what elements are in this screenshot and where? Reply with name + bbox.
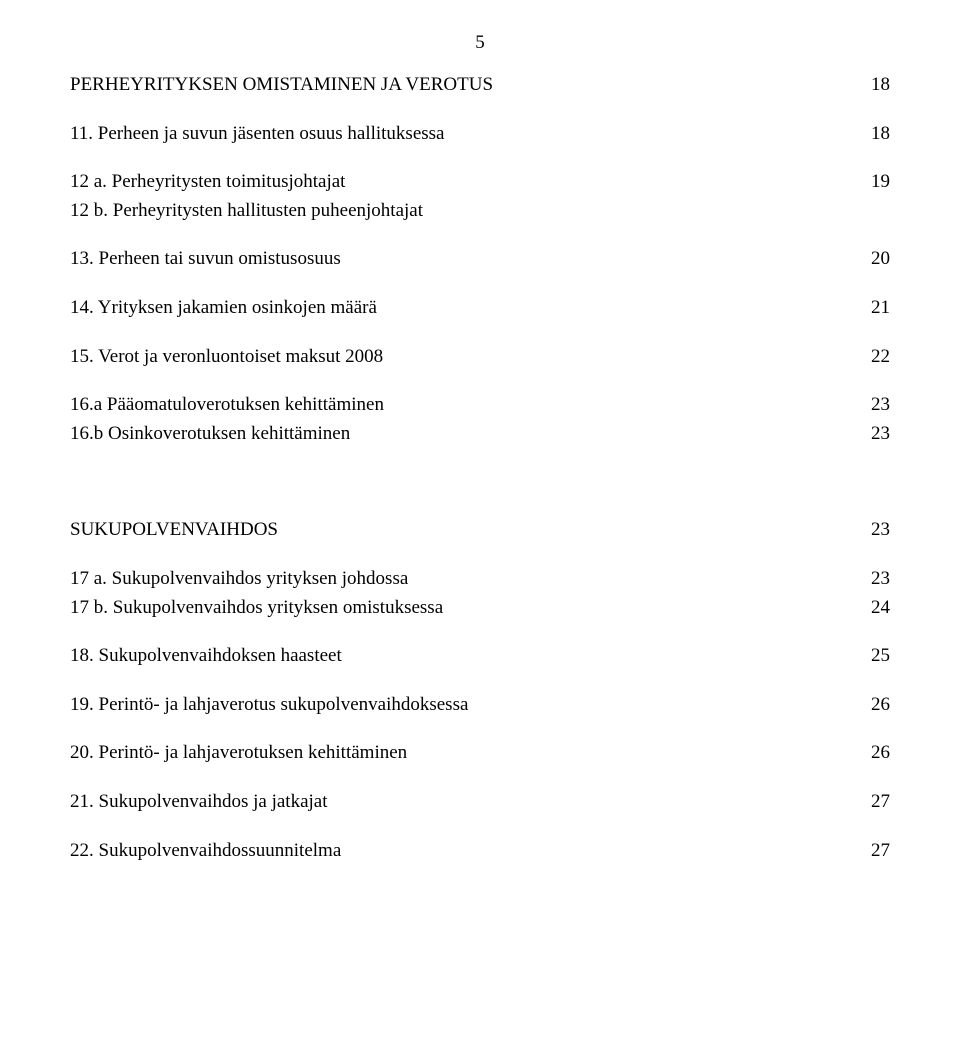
toc-entry: 17 a. Sukupolvenvaihdos yrityksen johdos…	[70, 566, 890, 593]
toc-entry: 16.a Pääomatuloverotuksen kehittäminen23	[70, 392, 890, 419]
toc-entry: 20. Perintö- ja lahjaverotuksen kehittäm…	[70, 740, 890, 767]
toc-entry: 21. Sukupolvenvaihdos ja jatkajat27	[70, 789, 890, 816]
spacing	[70, 147, 890, 169]
toc-entry: 19. Perintö- ja lahjaverotus sukupolvenv…	[70, 692, 890, 719]
toc-page-number: 26	[850, 692, 890, 719]
spacing	[70, 621, 890, 643]
toc-label: 21. Sukupolvenvaihdos ja jatkajat	[70, 789, 850, 816]
spacing	[70, 670, 890, 692]
toc-entry: 15. Verot ja veronluontoiset maksut 2008…	[70, 344, 890, 371]
toc-page-number: 23	[850, 517, 890, 544]
toc-label: 16.b Osinkoverotuksen kehittäminen	[70, 421, 850, 448]
toc-entry: 17 b. Sukupolvenvaihdos yrityksen omistu…	[70, 595, 890, 622]
toc-page-number: 23	[850, 421, 890, 448]
toc-label: 11. Perheen ja suvun jäsenten osuus hall…	[70, 121, 850, 148]
spacing	[70, 816, 890, 838]
toc-entry: 18. Sukupolvenvaihdoksen haasteet25	[70, 643, 890, 670]
toc-entry: 13. Perheen tai suvun omistusosuus20	[70, 246, 890, 273]
spacing	[70, 322, 890, 344]
spacing	[70, 273, 890, 295]
toc-label: 19. Perintö- ja lahjaverotus sukupolvenv…	[70, 692, 850, 719]
toc-page-number: 18	[850, 121, 890, 148]
toc-label: SUKUPOLVENVAIHDOS	[70, 517, 850, 544]
toc-label: 18. Sukupolvenvaihdoksen haasteet	[70, 643, 850, 670]
toc-page-number: 27	[850, 789, 890, 816]
toc-page-number: 22	[850, 344, 890, 371]
toc-entry: 11. Perheen ja suvun jäsenten osuus hall…	[70, 121, 890, 148]
toc-section-heading: SUKUPOLVENVAIHDOS23	[70, 517, 890, 544]
toc-page-number: 26	[850, 740, 890, 767]
toc-label: 22. Sukupolvenvaihdossuunnitelma	[70, 838, 850, 865]
spacing	[70, 544, 890, 566]
page-number: 5	[70, 32, 890, 54]
toc-page-number: 18	[850, 72, 890, 99]
toc-label: 13. Perheen tai suvun omistusosuus	[70, 246, 850, 273]
toc-label: 15. Verot ja veronluontoiset maksut 2008	[70, 344, 850, 371]
toc-page-number: 24	[850, 595, 890, 622]
toc-page-number: 20	[850, 246, 890, 273]
toc-page-number: 25	[850, 643, 890, 670]
toc-label: 20. Perintö- ja lahjaverotuksen kehittäm…	[70, 740, 850, 767]
spacing	[70, 99, 890, 121]
table-of-contents: PERHEYRITYKSEN OMISTAMINEN JA VEROTUS181…	[70, 72, 890, 864]
spacing	[70, 718, 890, 740]
toc-label: 17 a. Sukupolvenvaihdos yrityksen johdos…	[70, 566, 850, 593]
toc-label: 12 a. Perheyritysten toimitusjohtajat	[70, 169, 850, 196]
toc-label: 12 b. Perheyritysten hallitusten puheenj…	[70, 198, 850, 225]
toc-page-number: 23	[850, 392, 890, 419]
spacing	[70, 767, 890, 789]
toc-page-number: 23	[850, 566, 890, 593]
toc-page-number: 21	[850, 295, 890, 322]
toc-entry: 16.b Osinkoverotuksen kehittäminen23	[70, 421, 890, 448]
toc-entry: 12 a. Perheyritysten toimitusjohtajat19	[70, 169, 890, 196]
spacing	[70, 447, 890, 517]
toc-entry: 12 b. Perheyritysten hallitusten puheenj…	[70, 198, 890, 225]
toc-label: 17 b. Sukupolvenvaihdos yrityksen omistu…	[70, 595, 850, 622]
toc-entry: 22. Sukupolvenvaihdossuunnitelma27	[70, 838, 890, 865]
toc-label: PERHEYRITYKSEN OMISTAMINEN JA VEROTUS	[70, 72, 850, 99]
toc-entry: 14. Yrityksen jakamien osinkojen määrä21	[70, 295, 890, 322]
toc-section-heading: PERHEYRITYKSEN OMISTAMINEN JA VEROTUS18	[70, 72, 890, 99]
toc-label: 14. Yrityksen jakamien osinkojen määrä	[70, 295, 850, 322]
spacing	[70, 370, 890, 392]
spacing	[70, 224, 890, 246]
toc-page-number: 19	[850, 169, 890, 196]
toc-page-number: 27	[850, 838, 890, 865]
toc-label: 16.a Pääomatuloverotuksen kehittäminen	[70, 392, 850, 419]
